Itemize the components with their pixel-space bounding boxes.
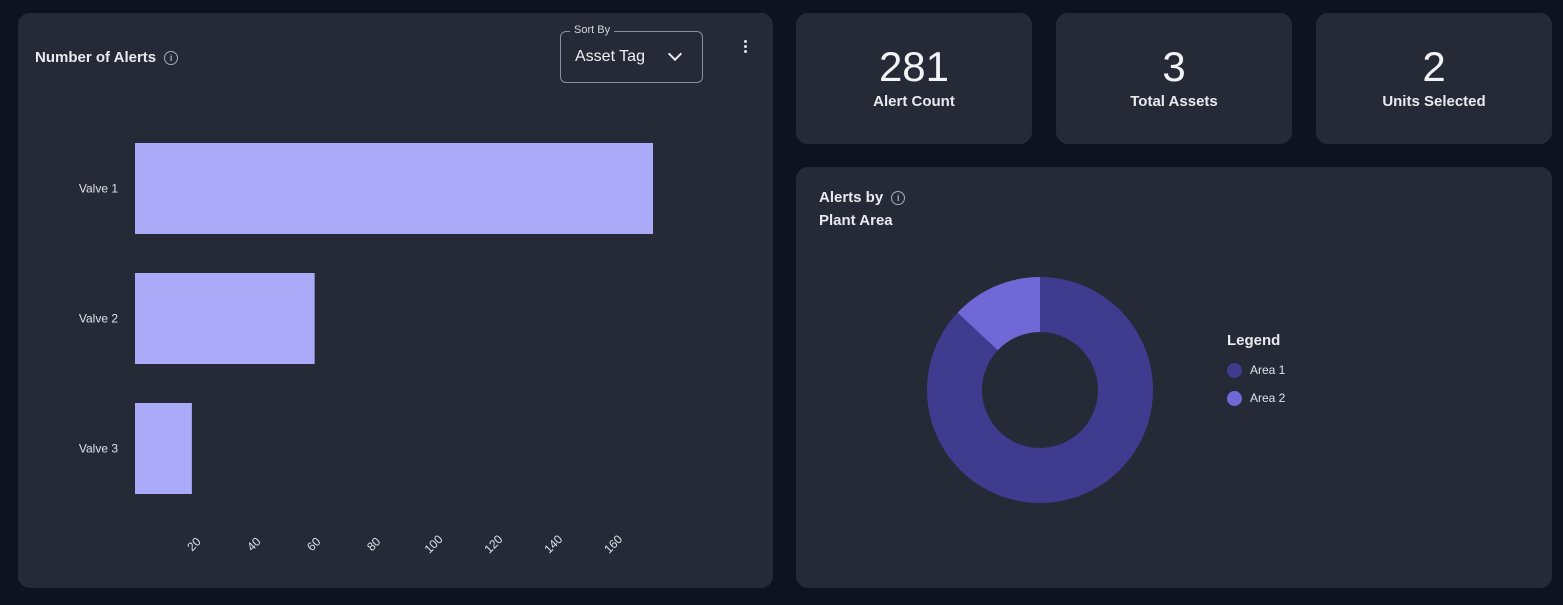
legend-swatch (1227, 363, 1242, 379)
bar-chart: Valve 1 Valve 2 Valve 3 20 40 60 80 100 120 140 16… (79, 143, 654, 556)
x-tick-label: 120 (481, 532, 505, 556)
legend-title: Legend (1227, 332, 1281, 349)
bar-chart-title-text: Number of Alerts (35, 49, 157, 66)
legend-item[interactable]: Area 2 (1227, 390, 1286, 407)
sort-by-value: Asset Tag (575, 48, 645, 65)
kpi-alert-count: 281 Alert Count (796, 13, 1032, 144)
legend-label: Area 1 (1250, 363, 1286, 377)
kpi-label: Total Assets (1130, 93, 1218, 110)
bar (135, 273, 315, 364)
kpi-value: 3 (1162, 43, 1186, 90)
legend-item[interactable]: Area 1 (1227, 362, 1286, 379)
donut-slice (927, 277, 1153, 504)
category-label: Valve 3 (79, 442, 118, 456)
sort-by-label: Sort By (570, 24, 615, 36)
kpi-value: 2 (1422, 43, 1446, 90)
donut-chart (927, 277, 1153, 504)
donut-title-line2: Plant Area (819, 212, 893, 229)
legend-label: Area 2 (1250, 391, 1286, 405)
kpi-label: Units Selected (1382, 93, 1486, 110)
x-tick-label: 80 (364, 534, 384, 554)
x-tick-label: 140 (541, 532, 565, 556)
legend-swatch (1227, 391, 1242, 407)
kpi-label: Alert Count (873, 93, 955, 110)
kebab-menu-icon[interactable] (742, 40, 748, 58)
x-tick-label: 40 (244, 534, 264, 554)
sort-by-select[interactable]: Sort By Asset Tag (560, 24, 703, 83)
donut-slice (957, 277, 1040, 351)
x-tick-label: 100 (422, 532, 446, 556)
bar (135, 143, 654, 234)
category-label: Valve 1 (79, 182, 118, 196)
alerts-bar-chart-card: Number of Alerts i Sort By Asset Tag Valv… (18, 13, 773, 588)
kpi-value: 281 (878, 43, 950, 90)
bar-chart-title: Number of Alerts i (35, 49, 179, 66)
x-tick-label: 60 (304, 534, 324, 554)
info-icon[interactable]: i (891, 191, 906, 206)
donut-title: Alerts by i Plant Area (819, 186, 906, 232)
x-tick-label: 20 (184, 534, 204, 554)
kpi-units-selected: 2 Units Selected (1316, 13, 1552, 144)
bar (135, 403, 192, 494)
alerts-by-plant-area-card: Alerts by i Plant Area Legend Area 1 Area … (796, 167, 1552, 588)
x-tick-label: 160 (601, 532, 625, 556)
kpi-total-assets: 3 Total Assets (1056, 13, 1292, 144)
category-label: Valve 2 (79, 312, 118, 326)
donut-title-line1: Alerts by (819, 189, 884, 206)
info-icon[interactable]: i (164, 51, 179, 66)
